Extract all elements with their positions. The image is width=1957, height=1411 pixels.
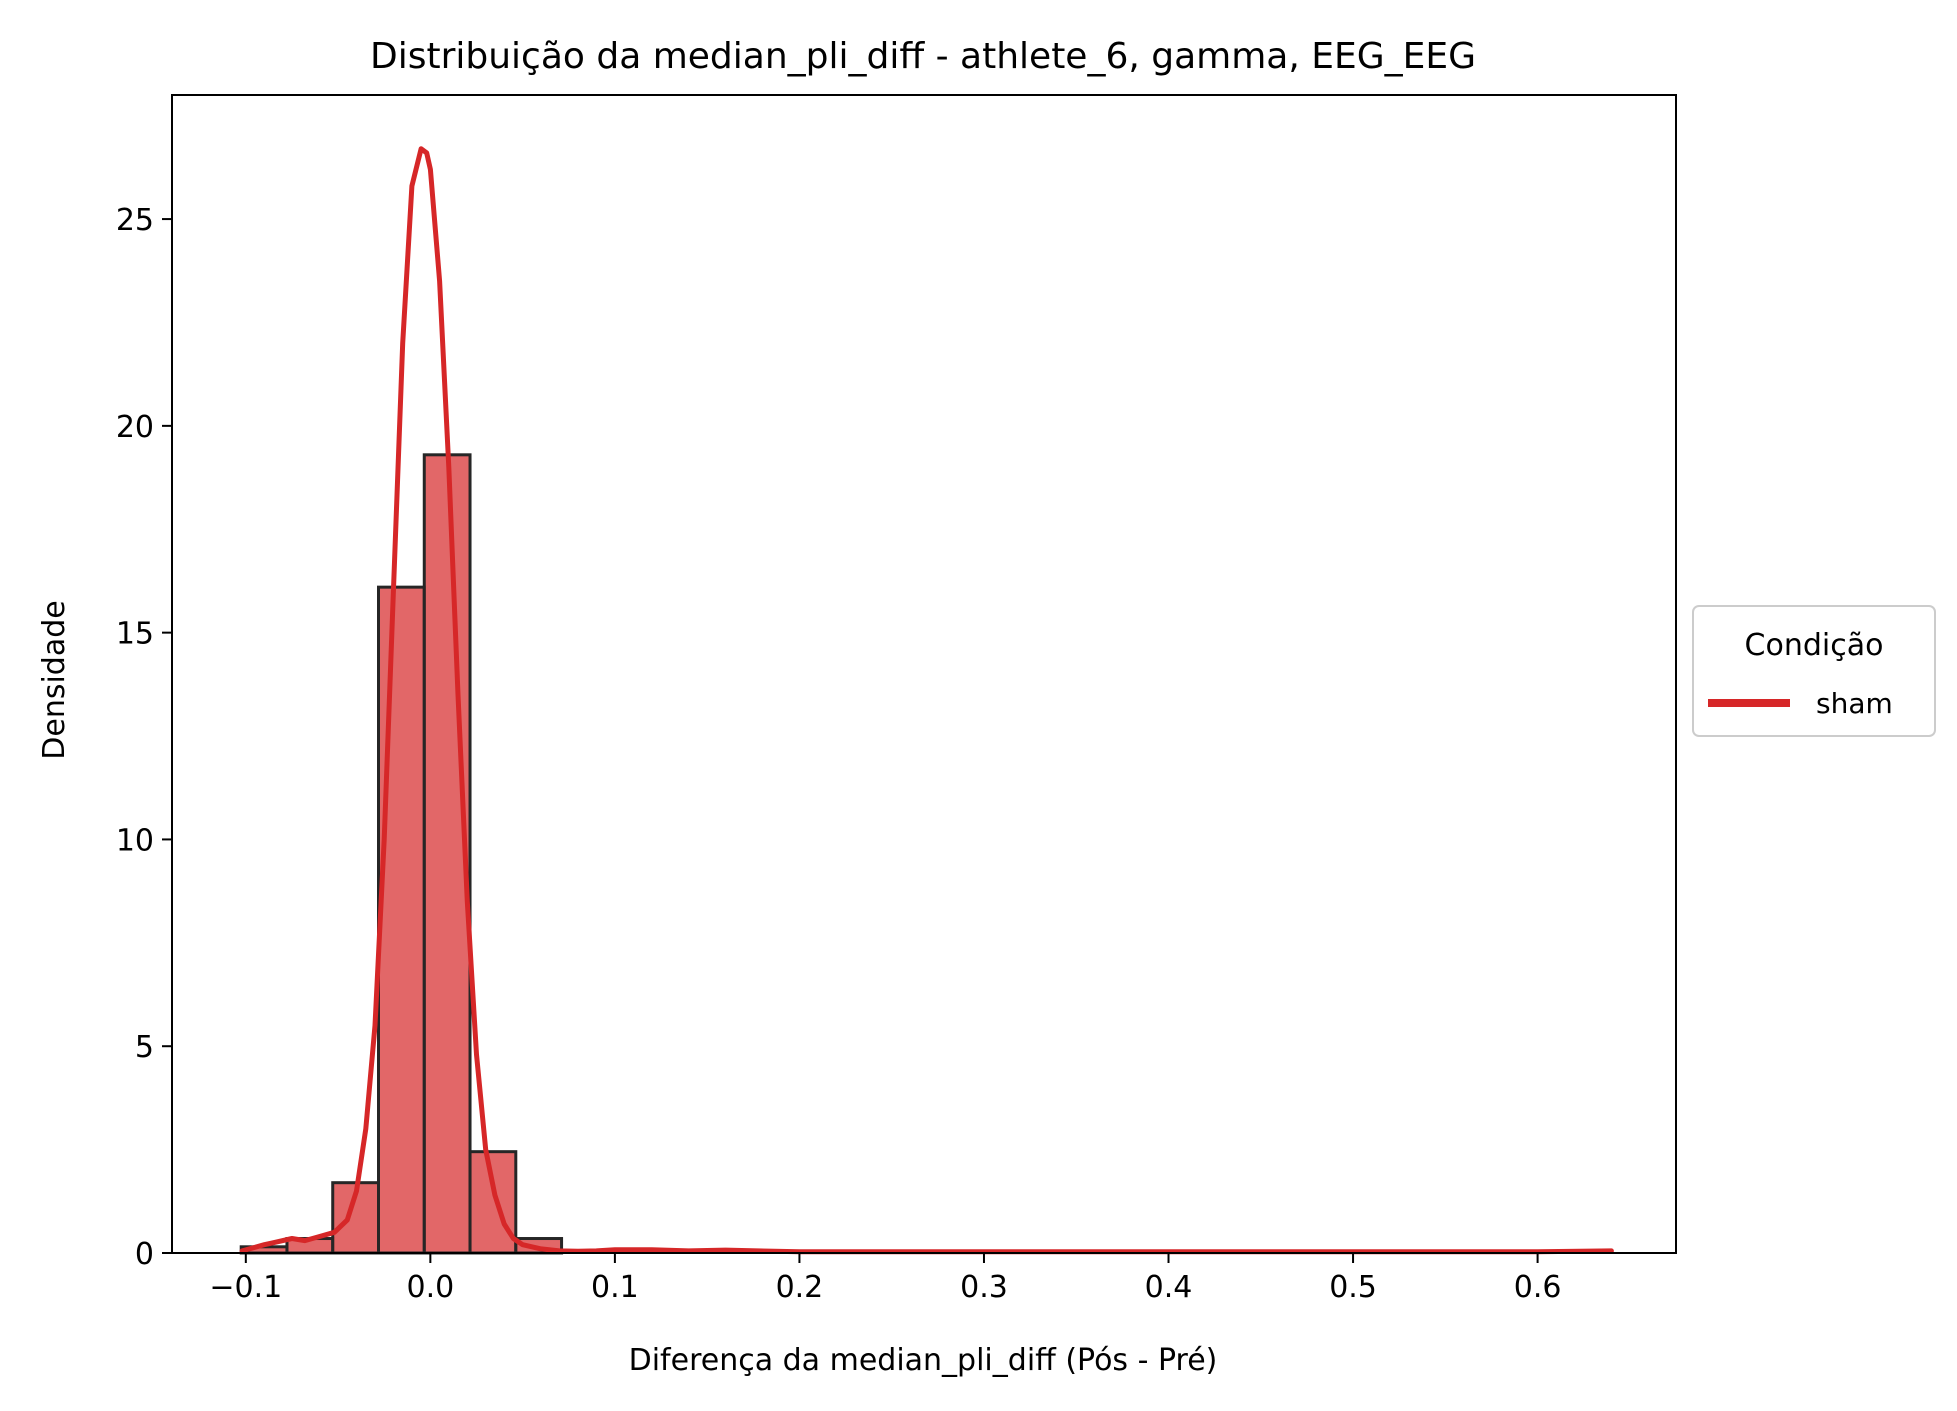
y-tick-label: 25	[116, 203, 154, 238]
histogram-bar	[468, 1150, 518, 1255]
legend: Condição sham	[1692, 605, 1936, 737]
histogram-bar	[377, 585, 426, 1255]
axes-frame	[171, 94, 1677, 1254]
x-tick-label: 0.0	[406, 1270, 454, 1305]
y-axis-label: Densidade	[37, 600, 72, 759]
y-tick-label: 15	[116, 617, 154, 652]
y-tick-label: 20	[116, 410, 154, 445]
legend-title: Condição	[1745, 628, 1884, 663]
y-tick-label: 5	[135, 1030, 154, 1065]
y-axis: 0 5 10 15 20 25	[116, 203, 172, 1272]
x-tick-label: 0.5	[1329, 1270, 1377, 1305]
x-tick-label: 0.2	[776, 1270, 824, 1305]
x-tick-label: 0.3	[960, 1270, 1008, 1305]
legend-frame	[1692, 605, 1936, 737]
chart-title: Distribuição da median_pli_diff - athlet…	[370, 36, 1476, 77]
x-tick-label: 0.1	[591, 1270, 639, 1305]
x-tick-label: 0.4	[1145, 1270, 1193, 1305]
x-axis-label: Diferença da median_pli_diff (Pós - Pré)	[629, 1343, 1218, 1378]
y-tick-label: 10	[116, 823, 154, 858]
x-axis: −0.1 0.0 0.1 0.2 0.3 0.4 0.5 0.6	[209, 1253, 1561, 1305]
kde-line-sham	[239, 146, 1614, 1255]
x-tick-label: 0.6	[1514, 1270, 1562, 1305]
x-tick-label: −0.1	[209, 1270, 282, 1305]
y-tick-label: 0	[135, 1237, 154, 1272]
legend-label-sham: sham	[1816, 687, 1893, 720]
plot-area	[171, 94, 1677, 1255]
